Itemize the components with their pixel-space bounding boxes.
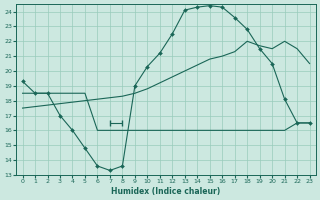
X-axis label: Humidex (Indice chaleur): Humidex (Indice chaleur) (111, 187, 221, 196)
